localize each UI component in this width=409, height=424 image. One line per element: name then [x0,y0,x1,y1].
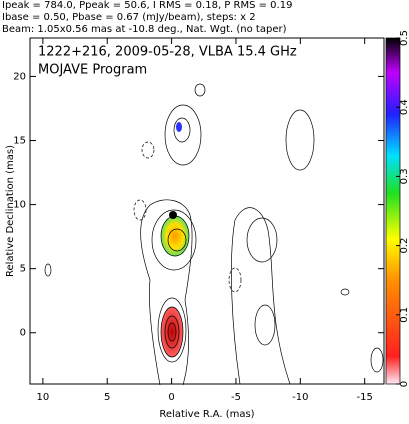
header-line: Ibase = 0.50, Pbase = 0.67 (mJy/beam), s… [2,12,256,23]
colorbar [385,37,401,385]
y-tick-label: 5 [20,264,26,275]
y-axis-label: Relative Declination (mas) [5,145,16,277]
header-line: Ipeak = 784.0, Ppeak = 50.6, I RMS = 0.1… [2,0,292,11]
contours [44,83,384,386]
colorbar-tick-label: 0 [399,381,409,387]
y-tick-label: 15 [13,136,26,147]
x-axis-label: Relative R.A. (mas) [159,409,254,420]
plot-title: 1222+216, 2009-05-28, VLBA 15.4 GHz [38,45,297,60]
colorbar-tick-label: 0.5 [399,30,409,46]
x-tick-label: 10 [37,392,50,403]
x-tick-label: 5 [104,392,110,403]
y-tick-label: 20 [13,71,26,82]
y-tick-label: 10 [13,200,26,211]
y-tick-label: 0 [20,328,26,339]
colorbar-tick-label: 0.2 [399,238,409,254]
x-tick-label: 0 [168,392,174,403]
x-tick-label: -10 [292,392,308,403]
plot-frame [29,37,385,385]
header-line: Beam: 1.05x0.56 mas at -10.8 deg., Nat. … [2,24,287,35]
plot-subtitle: MOJAVE Program [38,63,147,78]
x-tick-label: -15 [357,392,373,403]
colorbar-tick-label: 0.3 [399,168,409,184]
colorbar-tick-label: 0.4 [399,99,409,115]
colorbar-tick-label: 0.1 [399,307,409,323]
x-tick-label: -5 [231,392,241,403]
